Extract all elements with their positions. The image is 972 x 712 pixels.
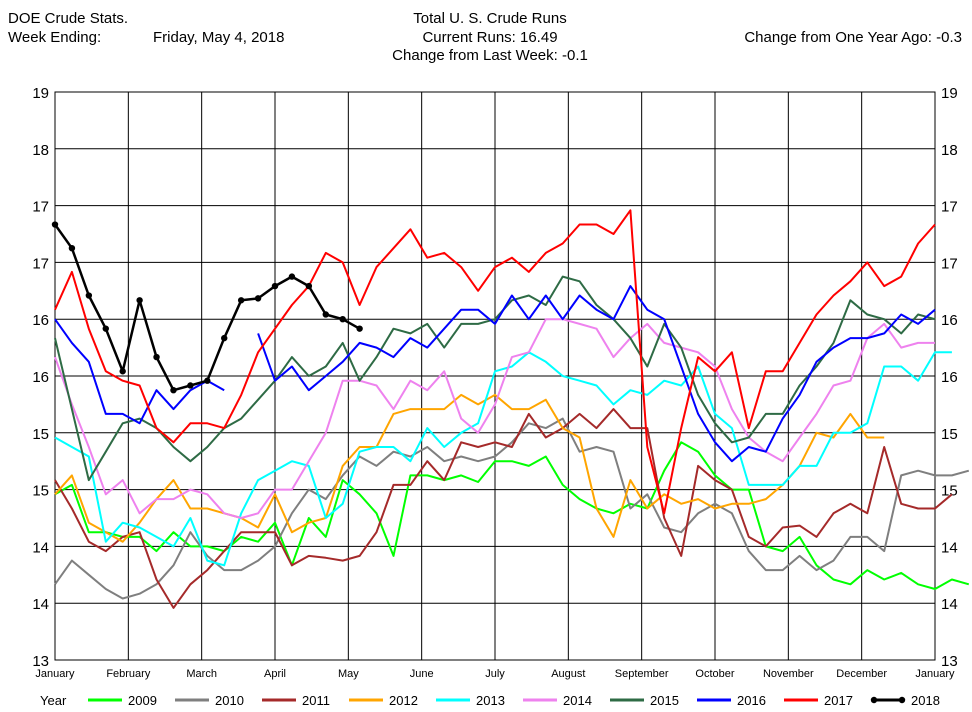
y-tick-label-right: 19: [941, 85, 958, 102]
y-tick-label-right: 15: [941, 483, 958, 500]
y-tick-label-right: 17: [941, 199, 958, 216]
data-point-2018: [305, 282, 313, 290]
x-tick-label: September: [615, 668, 669, 680]
data-point-2018: [204, 377, 211, 384]
y-tick-label-left: 14: [32, 596, 49, 613]
x-tick-label: February: [106, 668, 151, 680]
data-point-2018: [85, 292, 93, 299]
x-tick-label: December: [836, 668, 887, 680]
series-line-2009: [54, 441, 970, 590]
series-line-2013: [54, 351, 952, 567]
data-point-2018: [170, 387, 177, 394]
legend-label-2018: 2018: [911, 693, 940, 708]
data-point-2018: [102, 325, 109, 332]
data-point-2018: [136, 297, 143, 304]
x-tick-label: June: [410, 668, 434, 680]
series-line-2010: [54, 417, 970, 600]
data-point-2018: [187, 382, 194, 389]
y-tick-label-right: 14: [941, 539, 958, 556]
data-point-2018: [221, 334, 228, 342]
legend-label-2010: 2010: [215, 693, 244, 708]
data-point-2018: [339, 316, 346, 323]
legend-label-2015: 2015: [650, 693, 679, 708]
legend-label-2017: 2017: [824, 693, 853, 708]
week-ending-value: Friday, May 4, 2018: [153, 29, 285, 46]
data-point-2018: [288, 273, 296, 280]
x-tick-label: January: [915, 668, 955, 680]
y-tick-label-left: 15: [32, 483, 49, 500]
data-point-2018: [271, 282, 279, 290]
series-line-2014: [54, 318, 935, 519]
x-tick-label: November: [763, 668, 814, 680]
y-tick-label-left: 13: [32, 653, 49, 670]
data-point-2018: [153, 353, 160, 361]
y-tick-label-right: 14: [941, 596, 958, 613]
change-one-year-ago: Change from One Year Ago: -0.3: [744, 29, 962, 46]
x-tick-label: May: [338, 668, 359, 680]
data-point-2018: [356, 325, 363, 332]
current-runs: Current Runs: 16.49: [422, 29, 558, 46]
legend-label-2016: 2016: [737, 693, 766, 708]
x-tick-label: April: [264, 668, 286, 680]
legend-marker-2018: [898, 696, 906, 704]
x-tick-label: July: [485, 668, 505, 680]
legend-label-2011: 2011: [302, 693, 330, 708]
y-tick-label-left: 19: [32, 85, 49, 102]
y-tick-label-right: 16: [941, 312, 958, 329]
legend-label-2014: 2014: [563, 693, 592, 708]
x-tick-label: October: [695, 668, 734, 680]
data-point-2018: [254, 295, 262, 302]
y-tick-label-left: 16: [32, 369, 49, 386]
x-tick-label: August: [551, 668, 585, 680]
legend-label-2012: 2012: [389, 693, 418, 708]
data-point-2018: [322, 311, 329, 318]
y-tick-label-left: 14: [32, 539, 49, 556]
y-tick-label-right: 16: [941, 369, 958, 386]
x-tick-label: January: [35, 668, 75, 680]
series-line-2012: [54, 393, 885, 543]
data-point-2018: [51, 221, 59, 228]
series-line-2016: [54, 285, 936, 463]
x-tick-label: March: [186, 668, 217, 680]
legend-marker-2018: [870, 696, 878, 704]
y-tick-label-left: 15: [32, 426, 49, 443]
series-line-2017: [54, 209, 936, 515]
legend-label-2009: 2009: [128, 693, 157, 708]
chart-title: Total U. S. Crude Runs: [413, 10, 567, 27]
series-line-2011: [54, 408, 953, 609]
y-tick-label-right: 18: [941, 142, 958, 159]
y-tick-label-left: 16: [32, 312, 49, 329]
y-tick-label-right: 13: [941, 653, 958, 670]
y-tick-label-right: 15: [941, 426, 958, 443]
series-line-2015: [54, 275, 936, 482]
y-tick-label-left: 17: [32, 199, 49, 216]
legend-label-2013: 2013: [476, 693, 505, 708]
y-tick-label-left: 17: [32, 255, 49, 272]
change-last-week: Change from Last Week: -0.1: [392, 47, 588, 64]
data-point-2018: [68, 245, 76, 252]
week-ending-label: Week Ending:: [8, 29, 102, 46]
legend-title: Year: [40, 693, 67, 708]
header-title-line: DOE Crude Stats.: [8, 10, 129, 27]
y-tick-label-left: 18: [32, 142, 49, 159]
y-tick-label-right: 17: [941, 255, 958, 272]
data-point-2018: [237, 297, 245, 304]
data-point-2018: [119, 368, 126, 375]
